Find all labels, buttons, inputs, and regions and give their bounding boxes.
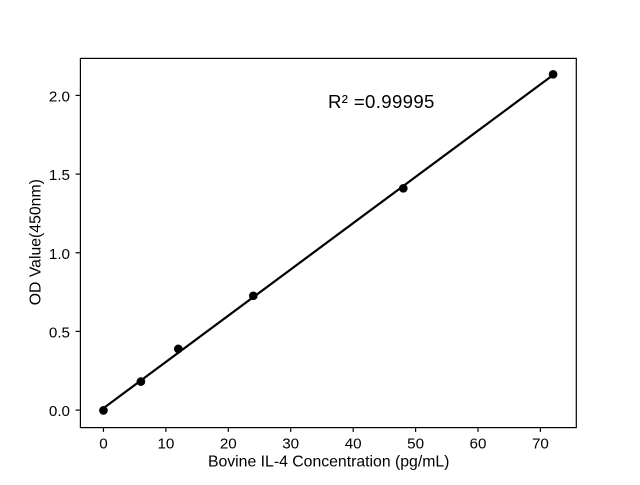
- svg-text:10: 10: [157, 436, 174, 453]
- svg-text:60: 60: [470, 436, 487, 453]
- svg-text:2.0: 2.0: [49, 88, 70, 105]
- svg-text:40: 40: [345, 436, 362, 453]
- svg-text:0: 0: [99, 436, 107, 453]
- svg-text:70: 70: [532, 436, 549, 453]
- svg-text:0.0: 0.0: [49, 403, 70, 420]
- svg-text:0.5: 0.5: [49, 325, 70, 342]
- svg-text:1.5: 1.5: [49, 167, 70, 184]
- svg-text:50: 50: [407, 436, 424, 453]
- svg-text:Bovine IL-4 Concentration (pg/: Bovine IL-4 Concentration (pg/mL): [208, 453, 449, 470]
- svg-text:R² =0.99995: R² =0.99995: [328, 91, 435, 112]
- svg-text:20: 20: [220, 436, 237, 453]
- svg-text:30: 30: [282, 436, 299, 453]
- svg-text:1.0: 1.0: [49, 246, 70, 263]
- svg-text:OD Value(450nm): OD Value(450nm): [27, 179, 44, 305]
